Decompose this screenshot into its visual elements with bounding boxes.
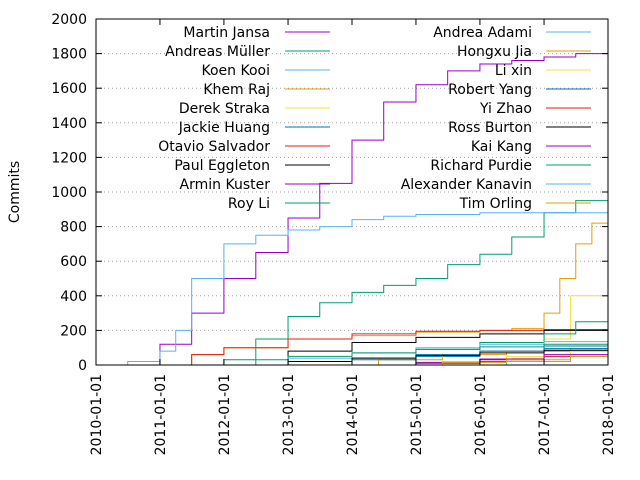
x-tick-label: 2013-01-01 (281, 374, 297, 455)
x-tick-label: 2015-01-01 (409, 374, 425, 455)
legend-label: Koen Kooi (202, 63, 271, 79)
y-tick-label: 1400 (51, 116, 87, 132)
legend-label: Armin Kuster (180, 177, 271, 193)
legend: Martin Jansa Andreas Müller Koen Kooi Khem … (158, 25, 591, 212)
x-tick-label: 2014-01-01 (345, 374, 361, 455)
legend-label: Derek Straka (179, 101, 270, 117)
y-tick-label: 1200 (51, 150, 87, 166)
series-lines (111, 51, 609, 366)
series-line-0 (146, 51, 609, 366)
x-tick-label: 2011-01-01 (153, 374, 169, 455)
y-tick-label: 400 (60, 289, 87, 305)
legend-label: Otavio Salvador (158, 139, 270, 155)
y-axis-ticks: 0 200 400 600 800 1000 1200 1400 1600 1800 2000 (51, 12, 608, 374)
series-line-7 (239, 328, 609, 366)
legend-label: Andreas Müller (165, 44, 270, 60)
x-tick-label: 2018-01-01 (601, 374, 617, 455)
legend-label: Tim Orling (459, 196, 532, 212)
legend-label: Khem Raj (203, 82, 270, 98)
y-tick-label: 0 (78, 358, 87, 374)
legend-label: Yi Zhao (479, 101, 532, 117)
legend-label: Martin Jansa (183, 25, 270, 41)
legend-label: Paul Eggleton (174, 158, 270, 174)
legend-label: Richard Purdie (430, 158, 532, 174)
y-tick-label: 1000 (51, 185, 87, 201)
series-line-17 (159, 341, 609, 366)
series-line-3 (159, 221, 609, 366)
y-tick-label: 200 (60, 323, 87, 339)
series-line-19 (378, 354, 609, 366)
legend-label: Alexander Kanavin (401, 177, 532, 193)
series-line-2 (111, 212, 608, 366)
x-tick-label: 2010-01-01 (89, 374, 105, 455)
legend-label: Robert Yang (448, 82, 532, 98)
y-tick-label: 600 (60, 254, 87, 270)
y-tick-label: 1600 (51, 81, 87, 97)
legend-label: Li xin (495, 63, 532, 79)
legend-label: Hongxu Jia (457, 44, 532, 60)
x-tick-label: 2012-01-01 (217, 374, 233, 455)
legend-label: Kai Kang (471, 139, 532, 155)
y-axis-title: Commits (7, 161, 23, 223)
y-tick-label: 800 (60, 220, 87, 236)
x-axis-ticks: 2010-01-01 2011-01-01 2012-01-01 2013-01-01… (89, 19, 617, 455)
y-tick-label: 2000 (51, 12, 87, 28)
legend-label: Andrea Adami (433, 25, 532, 41)
y-tick-label: 1800 (51, 47, 87, 63)
x-tick-label: 2017-01-01 (537, 374, 553, 455)
x-tick-label: 2016-01-01 (473, 374, 489, 455)
legend-label: Roy Li (228, 196, 270, 212)
legend-label: Jackie Huang (178, 120, 270, 136)
legend-label: Ross Burton (448, 120, 532, 136)
